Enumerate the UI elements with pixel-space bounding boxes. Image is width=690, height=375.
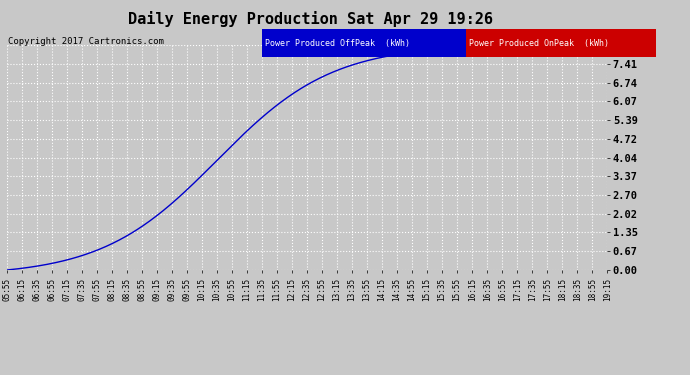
Text: Power Produced OnPeak  (kWh): Power Produced OnPeak (kWh) — [469, 39, 609, 48]
Text: Power Produced OffPeak  (kWh): Power Produced OffPeak (kWh) — [265, 39, 410, 48]
Text: Copyright 2017 Cartronics.com: Copyright 2017 Cartronics.com — [8, 38, 164, 46]
Text: Daily Energy Production Sat Apr 29 19:26: Daily Energy Production Sat Apr 29 19:26 — [128, 11, 493, 27]
